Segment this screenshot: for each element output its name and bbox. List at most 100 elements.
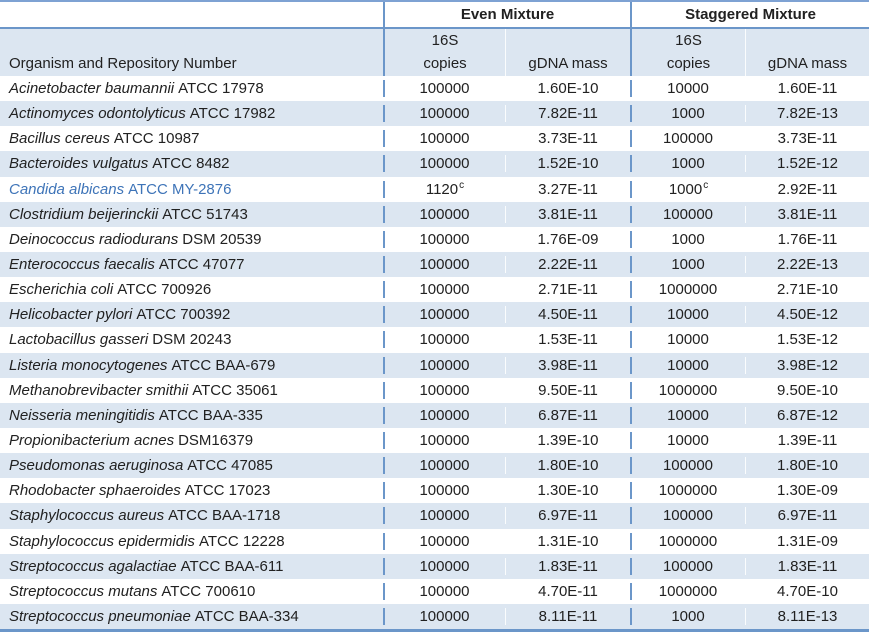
staggered-16s-copies-value: 1000 bbox=[671, 155, 705, 173]
staggered-gdna-mass-cell: 1.76E-11 bbox=[745, 230, 869, 248]
staggered-16s-copies-value: 1000 bbox=[671, 105, 705, 123]
even-gdna-mass-cell: 1.53E-11 bbox=[505, 331, 630, 349]
table-row: Lactobacillus gasseri DSM 20243 100000 1.… bbox=[0, 327, 869, 352]
even-16s-copies-cell: 100000 bbox=[383, 406, 505, 424]
table-row: Rhodobacter sphaeroides ATCC 17023 100000… bbox=[0, 478, 869, 503]
even-gdna-mass-header: gDNA mass bbox=[505, 29, 630, 76]
staggered-16s-copies-cell: 1000 bbox=[630, 230, 745, 248]
even-gdna-mass-cell: 6.97E-11 bbox=[505, 507, 630, 525]
group-header-spacer bbox=[0, 2, 383, 27]
table-row: Candida albicans ATCC MY-2876 1120c 3.27E… bbox=[0, 177, 869, 202]
repository-number: ATCC 51743 bbox=[162, 205, 248, 223]
even-16s-copies-value: 100000 bbox=[419, 381, 470, 399]
organism-cell: Rhodobacter sphaeroides ATCC 17023 bbox=[0, 482, 383, 499]
staggered-gdna-mass-cell: 1.83E-11 bbox=[745, 557, 869, 575]
organism-cell: Escherichia coli ATCC 700926 bbox=[0, 281, 383, 298]
repository-number: ATCC 47077 bbox=[158, 256, 245, 274]
table-row: Neisseria meningitidis ATCC BAA-335 10000… bbox=[0, 402, 869, 428]
staggered-16s-copies-value: 100000 bbox=[662, 205, 714, 223]
staggered-16s-copies-value: 10000 bbox=[667, 356, 709, 374]
even-16s-copies-cell: 100000 bbox=[383, 306, 505, 324]
organism-cell: Deinococcus radiodurans DSM 20539 bbox=[0, 231, 383, 248]
repository-number: ATCC BAA-335 bbox=[158, 406, 263, 424]
staggered-16s-copies-cell: 1000 bbox=[630, 256, 745, 274]
even-16s-copies-value: 100000 bbox=[419, 457, 470, 475]
organism-cell: Candida albicans ATCC MY-2876 bbox=[0, 181, 383, 198]
table-row: Helicobacter pylori ATCC 700392 100000 4.… bbox=[0, 302, 869, 328]
even-16s-copies-cell: 100000 bbox=[383, 256, 505, 274]
table-row: Listeria monocytogenes ATCC BAA-679 10000… bbox=[0, 352, 869, 378]
organism-cell: Staphylococcus aureus ATCC BAA-1718 bbox=[0, 507, 383, 524]
staggered-gdna-mass-cell: 8.11E-13 bbox=[745, 608, 869, 626]
organism-name: Deinococcus radiodurans bbox=[9, 230, 179, 248]
staggered-gdna-mass-cell: 1.53E-12 bbox=[745, 331, 869, 349]
organism-cell: Bacillus cereus ATCC 10987 bbox=[0, 130, 383, 147]
table-row: Escherichia coli ATCC 700926 100000 2.71E… bbox=[0, 277, 869, 302]
even-16s-copies-value: 100000 bbox=[419, 608, 470, 626]
organism-name: Methanobrevibacter smithii bbox=[9, 381, 189, 399]
even-mixture-group-header: Even Mixture bbox=[383, 2, 630, 27]
staggered-16s-copies-cell: 10000 bbox=[630, 356, 745, 374]
staggered-16s-copies-cell: 1000000 bbox=[630, 582, 745, 600]
table-row: Acinetobacter baumannii ATCC 17978 100000… bbox=[0, 76, 869, 101]
staggered-mixture-group-header: Staggered Mixture bbox=[630, 2, 869, 27]
even-16s-copies-cell: 100000 bbox=[383, 155, 505, 173]
organism-cell: Propionibacterium acnes DSM16379 bbox=[0, 432, 383, 449]
organism-name: Staphylococcus aureus bbox=[9, 507, 165, 525]
organism-name: Helicobacter pylori bbox=[9, 306, 133, 324]
organism-cell: Pseudomonas aeruginosa ATCC 47085 bbox=[0, 457, 383, 474]
staggered-16s-copies-cell: 10000 bbox=[630, 406, 745, 424]
table-row: Staphylococcus aureus ATCC BAA-1718 10000… bbox=[0, 503, 869, 529]
staggered-16s-copies-header: 16S copies bbox=[632, 29, 745, 76]
table-row: Bacillus cereus ATCC 10987 100000 3.73E-1… bbox=[0, 126, 869, 151]
repository-number: ATCC 8482 bbox=[152, 155, 230, 173]
even-gdna-mass-cell: 1.80E-10 bbox=[505, 457, 630, 475]
repository-number: ATCC 17023 bbox=[184, 482, 271, 500]
even-gdna-mass-cell: 2.22E-11 bbox=[505, 256, 630, 274]
even-gdna-mass-cell: 6.87E-11 bbox=[505, 406, 630, 424]
even-gdna-mass-cell: 3.98E-11 bbox=[505, 356, 630, 374]
organism-name: Clostridium beijerinckii bbox=[9, 205, 159, 223]
even-16s-copies-cell: 100000 bbox=[383, 608, 505, 626]
footnote-marker: c bbox=[703, 179, 709, 191]
organism-name: Streptococcus mutans bbox=[9, 582, 158, 600]
even-copies-label: copies bbox=[423, 55, 467, 72]
even-16s-copies-value: 100000 bbox=[419, 256, 470, 274]
even-16s-copies-value: 100000 bbox=[419, 80, 470, 98]
staggered-gdna-mass-cell: 2.92E-11 bbox=[745, 180, 869, 198]
even-gdna-mass-cell: 1.31E-10 bbox=[505, 532, 630, 550]
organism-cell: Methanobrevibacter smithii ATCC 35061 bbox=[0, 382, 383, 399]
repository-number: ATCC 700392 bbox=[136, 306, 231, 324]
table-row: Actinomyces odontolyticus ATCC 17982 1000… bbox=[0, 101, 869, 127]
organism-cell: Streptococcus mutans ATCC 700610 bbox=[0, 583, 383, 600]
organism-name: Propionibacterium acnes bbox=[9, 432, 175, 450]
organism-cell: Bacteroides vulgatus ATCC 8482 bbox=[0, 155, 383, 172]
staggered-gdna-mass-cell: 6.97E-11 bbox=[745, 507, 869, 525]
organism-name: Acinetobacter baumannii bbox=[9, 80, 175, 98]
even-16s-copies-cell: 100000 bbox=[383, 532, 505, 550]
even-16s-copies-value: 100000 bbox=[419, 230, 470, 248]
staggered-16s-copies-value: 100000 bbox=[662, 457, 714, 475]
table-row: Clostridium beijerinckii ATCC 51743 10000… bbox=[0, 201, 869, 227]
staggered-16s-copies-cell: 10000 bbox=[630, 80, 745, 98]
table-row: Propionibacterium acnes DSM16379 100000 1… bbox=[0, 428, 869, 453]
staggered-16s-copies-cell: 1000 bbox=[630, 608, 745, 626]
table-row: Streptococcus pneumoniae ATCC BAA-334 100… bbox=[0, 603, 869, 629]
even-gdna-mass-cell: 1.52E-10 bbox=[505, 155, 630, 173]
even-16s-copies-value: 100000 bbox=[419, 432, 470, 450]
staggered-16s-copies-value: 100000 bbox=[662, 557, 714, 575]
staggered-16s-copies-value: 100000 bbox=[662, 507, 714, 525]
even-16s-copies-cell: 100000 bbox=[383, 507, 505, 525]
staggered-16s-copies-value: 10000 bbox=[667, 331, 709, 349]
staggered-gdna-mass-cell: 1.39E-11 bbox=[745, 432, 869, 450]
repository-number: ATCC BAA-1718 bbox=[168, 507, 281, 525]
even-gdna-mass-cell: 1.39E-10 bbox=[505, 432, 630, 450]
even-16s-copies-value: 100000 bbox=[419, 281, 470, 299]
even-gdna-mass-cell: 1.83E-11 bbox=[505, 557, 630, 575]
organism-column-header: Organism and Repository Number bbox=[9, 55, 237, 72]
staggered-gdna-mass-cell: 2.71E-10 bbox=[745, 281, 869, 299]
staggered-gdna-mass-header: gDNA mass bbox=[745, 29, 869, 76]
organism-name: Pseudomonas aeruginosa bbox=[9, 457, 184, 475]
organism-cell: Enterococcus faecalis ATCC 47077 bbox=[0, 256, 383, 273]
